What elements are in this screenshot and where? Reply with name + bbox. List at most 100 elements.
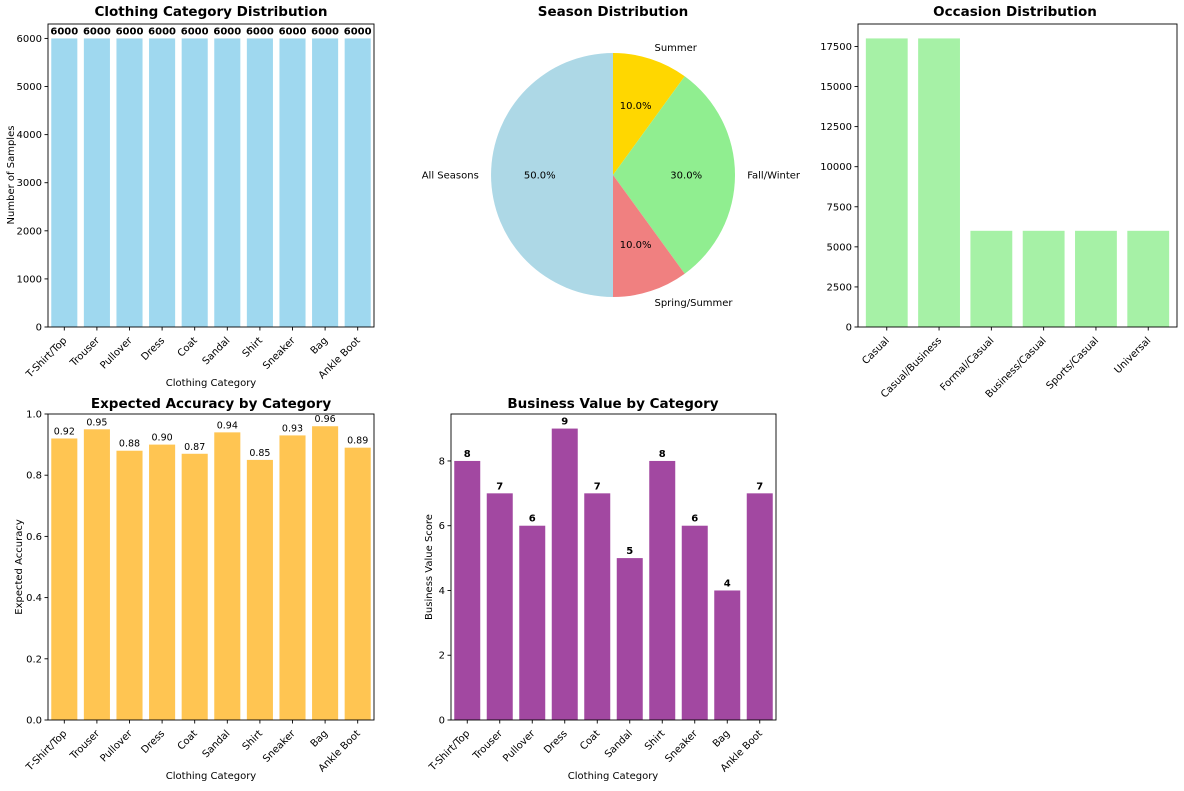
category-y-tick-label: 2000 [17,226,42,237]
category-x-tick-label: Bag [309,335,330,356]
accuracy-bar [344,447,371,720]
accuracy-bar [116,450,143,720]
accuracy-y-tick-label: 0.6 [26,532,42,543]
category-y-tick-label: 0 [36,323,42,334]
accuracy-y-ticks: 0.0 0.2 0.4 0.6 0.8 1.0 [26,410,48,727]
season-chart: Season Distribution 10.0% Summer 30.0% Fall… [422,4,801,309]
business-y-tick-label: 4 [439,586,445,597]
business-bar [454,460,481,720]
category-chart-title: Clothing Category Distribution [94,4,327,20]
category-bar [116,38,143,328]
category-y-label: Number of Samples [6,126,17,225]
category-value-label: 6000 [213,26,241,37]
category-value-label: 6000 [116,26,144,37]
accuracy-y-tick-label: 0.0 [26,716,42,727]
business-value-label: 5 [626,546,633,557]
accuracy-bar [181,453,208,720]
occasion-y-ticks: 0 2500 5000 7500 10000 12500 15000 17500 [820,42,858,334]
accuracy-bar [214,432,241,720]
business-bar [519,525,546,720]
accuracy-x-tick-label: Trouser [68,728,103,763]
occasion-x-tick-label: Casual [860,335,892,367]
occasion-x-tick-label: Formal/Casual [938,335,996,393]
accuracy-y-tick-label: 0.8 [26,471,42,482]
business-bars [454,428,773,720]
category-x-tick-label: Dress [140,335,168,363]
accuracy-value-label: 0.95 [86,417,107,428]
business-bar [551,428,578,720]
accuracy-value-labels: 0.92 0.95 0.88 0.90 0.87 0.94 0.85 0.93 0.96 0.89 [54,414,369,459]
accuracy-value-label: 0.89 [347,436,368,447]
category-bar [246,38,273,328]
category-y-tick-label: 4000 [17,130,42,141]
season-chart-title: Season Distribution [538,4,688,20]
business-value-labels: 8 7 6 9 7 5 8 6 4 7 [464,417,764,590]
business-bar [616,558,643,720]
accuracy-value-label: 0.96 [315,414,336,425]
accuracy-x-tick-label: Sandal [201,728,233,760]
business-bar [681,525,708,720]
category-chart: Clothing Category Distribution 0 1000 2000… [6,4,375,389]
business-value-label: 9 [561,417,568,428]
occasion-y-tick-label: 12500 [820,122,852,133]
business-y-ticks: 0 2 4 6 8 [439,456,451,727]
business-y-tick-label: 8 [439,456,445,467]
occasion-y-tick-label: 0 [846,323,852,334]
category-value-label: 6000 [83,26,111,37]
occasion-y-tick-label: 2500 [827,282,852,293]
occasion-bars [865,38,1170,328]
business-value-label: 6 [691,514,698,525]
occasion-x-tick-label: Universal [1113,335,1154,376]
occasion-y-tick-label: 7500 [827,202,852,213]
category-x-tick-label: Shirt [241,335,265,359]
business-y-tick-label: 6 [439,521,445,532]
category-axes-frame [47,23,375,328]
business-value-label: 8 [464,449,471,460]
business-bar [486,493,513,720]
season-pie-pct-label: 10.0% [620,101,652,112]
category-bars [51,38,371,328]
season-pie-pct-label: 30.0% [670,171,702,182]
business-y-tick-label: 2 [439,651,445,662]
occasion-chart-title: Occasion Distribution [933,4,1097,20]
category-y-ticks: 0 1000 2000 3000 4000 5000 6000 [17,34,48,334]
business-value-label: 7 [496,481,503,492]
category-value-label: 6000 [148,26,176,37]
business-x-tick-label: Trouser [471,728,506,763]
category-x-label: Clothing Category [166,378,257,389]
accuracy-value-label: 0.90 [152,433,173,444]
business-value-label: 6 [529,514,536,525]
accuracy-value-label: 0.93 [282,423,303,434]
category-x-tick-label: Trouser [68,335,103,370]
accuracy-y-tick-label: 0.4 [26,593,42,604]
business-x-tick-label: T-Shirt/Top [427,728,473,774]
business-value-label: 8 [659,449,666,460]
occasion-bar [865,38,908,328]
accuracy-value-label: 0.88 [119,439,140,450]
category-bar [51,38,78,328]
occasion-bar [970,230,1013,327]
occasion-chart: Occasion Distribution 0 2500 5000 7500 10000… [820,4,1178,400]
category-bar [344,38,371,328]
occasion-bar [1127,230,1170,327]
category-value-labels: 6000 6000 6000 6000 6000 6000 6000 6000 6000 6000 [50,26,371,37]
business-x-tick-label: Bag [711,728,732,749]
business-chart: Business Value by Category 0 2 4 6 8 T-Shirt… [424,396,777,782]
season-pie-slice [613,76,735,274]
category-value-label: 6000 [50,26,78,37]
business-y-label: Business Value Score [424,514,435,620]
occasion-y-tick-label: 15000 [820,82,852,93]
business-x-tick-label: Shirt [643,728,667,752]
accuracy-value-label: 0.92 [54,426,75,437]
category-value-label: 6000 [181,26,209,37]
occasion-y-tick-label: 10000 [820,162,852,173]
category-x-tick-label: T-Shirt/Top [24,335,70,381]
accuracy-x-tick-label: Coat [176,728,200,752]
business-x-tick-label: Sandal [603,728,635,760]
accuracy-x-tick-label: Pullover [99,728,136,765]
occasion-x-ticks: CasualCasual/BusinessFormal/CasualBusine… [860,327,1153,400]
accuracy-bar [149,444,176,720]
season-pie: 10.0% Summer 30.0% Fall/Winter 10.0% Spring/S… [422,43,801,309]
category-y-tick-label: 3000 [17,178,42,189]
